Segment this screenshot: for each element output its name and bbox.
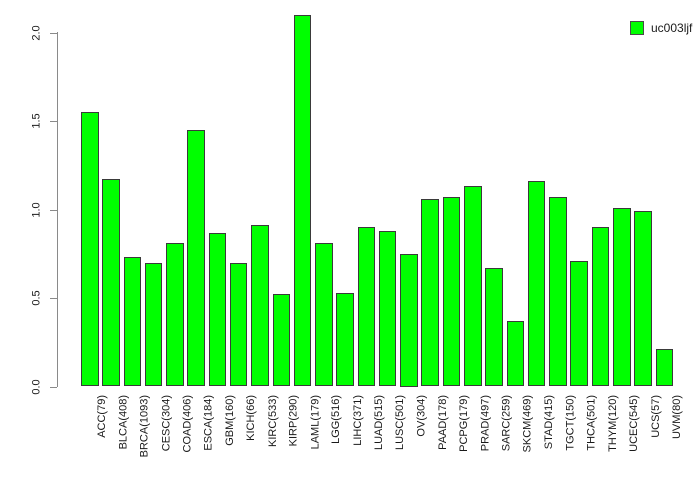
bar: [634, 211, 652, 387]
bar: [166, 243, 184, 387]
x-tick-label: KICH(66): [245, 395, 258, 441]
bar: [293, 14, 312, 387]
x-tick-label: UCEC(545): [628, 395, 641, 452]
x-tick-label: ESCA(184): [202, 395, 215, 451]
bar: [655, 349, 674, 387]
x-tick-label: SARC(259): [500, 395, 513, 452]
bar: [570, 260, 588, 387]
y-tick: [50, 386, 57, 388]
x-tick-label: KIRC(533): [266, 395, 279, 447]
bar: [549, 197, 567, 387]
y-tick: [50, 209, 57, 211]
bar: [485, 267, 503, 387]
x-tick-label: ACC(79): [96, 395, 109, 438]
x-tick-label: GBM(160): [223, 395, 236, 446]
x-tick-label: UCS(57): [649, 395, 662, 438]
y-axis-line: [57, 32, 58, 387]
y-tick: [50, 298, 57, 299]
y-tick: [50, 32, 57, 34]
x-tick-label: UVM(80): [670, 395, 683, 440]
x-tick-label: PAAD(178): [436, 395, 449, 450]
x-tick-label: KIRP(290): [287, 395, 300, 447]
x-tick-label: LUSC(501): [394, 395, 407, 451]
y-tick-label: 1.5: [30, 113, 42, 129]
bar: [251, 225, 269, 387]
x-tick-label: LAML(179): [309, 395, 322, 450]
x-tick-label: LGG(516): [330, 395, 343, 444]
y-tick-label: 2.0: [30, 24, 42, 41]
bar: [506, 321, 525, 387]
y-tick-label: 0.0: [30, 378, 42, 395]
x-tick-label: STAD(415): [543, 395, 556, 450]
bar: [442, 197, 461, 387]
bar: [400, 253, 418, 387]
legend: uc003ljf: [630, 21, 692, 35]
x-tick-label: THYM(120): [606, 395, 619, 452]
bar: [123, 257, 142, 387]
x-tick-label: BRCA(1093): [138, 395, 151, 458]
x-tick-label: PRAD(497): [479, 395, 492, 452]
bar: [187, 129, 205, 387]
bar: [357, 227, 376, 387]
legend-swatch-icon: [630, 21, 644, 35]
x-tick-label: OV(304): [415, 395, 428, 437]
bar: [272, 294, 291, 387]
y-tick-label: 1.0: [30, 201, 42, 218]
bar: [421, 198, 439, 387]
x-tick-label: SKCM(469): [521, 395, 534, 453]
x-tick-label: TGCT(150): [564, 395, 577, 451]
bar: [591, 227, 610, 387]
bar: [144, 262, 163, 387]
x-tick-label: BLCA(408): [117, 395, 130, 450]
bar: [613, 207, 631, 387]
x-tick-label: LIHC(371): [351, 395, 364, 446]
bar: [102, 179, 120, 387]
x-tick-label: CESC(304): [160, 395, 173, 452]
x-tick-label: COAD(406): [181, 395, 194, 453]
legend-label: uc003ljf: [651, 21, 693, 35]
bar: [81, 112, 99, 387]
bar: [527, 181, 546, 387]
bar: [208, 232, 227, 387]
x-tick-label: PCPG(179): [458, 395, 470, 452]
bar: [336, 292, 354, 387]
y-tick-label: 0.5: [30, 290, 42, 306]
bar: [315, 243, 333, 387]
x-tick-label: LUAD(515): [372, 395, 385, 451]
bar: [464, 186, 482, 387]
y-tick: [50, 121, 57, 122]
bar: [229, 262, 248, 387]
x-tick-label: THCA(501): [585, 395, 598, 451]
bar: [378, 230, 397, 387]
